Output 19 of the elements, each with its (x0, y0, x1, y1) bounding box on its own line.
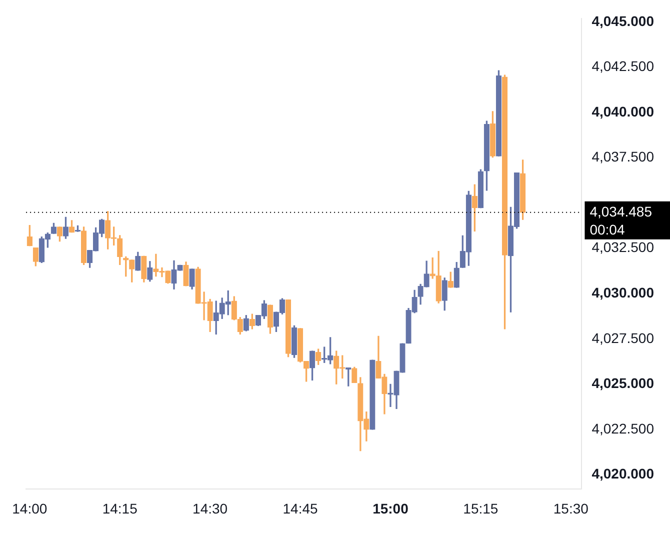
y-tick-label: 4,037.500 (592, 148, 654, 165)
x-tick-label: 14:45 (282, 500, 318, 516)
text: 00:04 (590, 221, 625, 238)
y-tick-label: 4,025.000 (592, 375, 654, 392)
y-tick-label: 4,027.500 (592, 330, 654, 346)
x-tick-label: 14:15 (102, 500, 138, 516)
ref-line-label: 4,034.485 (590, 203, 652, 220)
x-tick-label: 14:30 (192, 500, 228, 516)
x-tick-label: 15:30 (553, 500, 589, 516)
y-tick-label: 4,045.000 (592, 12, 654, 29)
y-tick-label: 4,032.500 (592, 239, 654, 256)
y-tick-label: 4,040.000 (592, 103, 654, 120)
x-tick-label: 14:00 (12, 500, 48, 516)
x-tick-label: 15:15 (463, 500, 498, 516)
y-tick-label: 4,020.000 (592, 466, 654, 482)
y-tick-label: 4,022.500 (592, 420, 654, 436)
y-tick-label: 4,042.500 (592, 58, 654, 74)
y-tick-label: 4,030.000 (592, 284, 654, 300)
x-tick-label: 15:00 (372, 500, 409, 516)
